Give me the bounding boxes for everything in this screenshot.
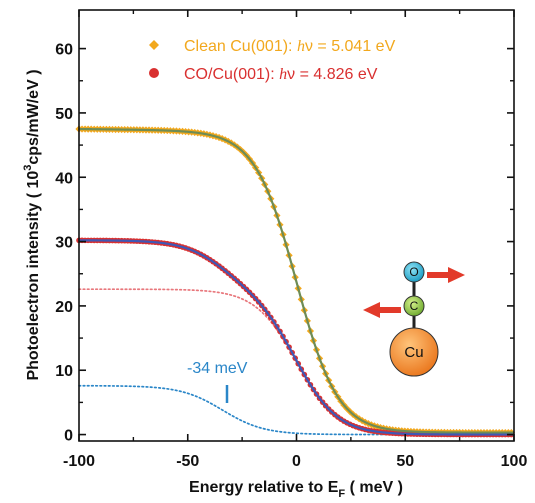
y-axis-title-main: Photoelectron intensity ( 10: [25, 171, 42, 381]
y-axis-title: Photoelectron intensity ( 103cps/mW/eV ): [22, 69, 42, 380]
legend-clean-post: ν = 5.041 eV: [305, 38, 396, 55]
x-axis-title: Energy relative to EF ( meV ): [189, 479, 403, 500]
x-tick-label: 100: [501, 453, 528, 470]
atom-o: [403, 261, 425, 283]
co-fit-line: [79, 239, 514, 436]
legend-label-co: CO/Cu(001): hν = 4.826 eV: [184, 66, 378, 83]
x-axis-title-sub: F: [338, 488, 345, 500]
x-tick-label: 0: [292, 453, 301, 470]
atom-cu: [389, 327, 439, 377]
legend-circle-marker: [149, 68, 159, 78]
y-axis-title-tail: cps/mW/eV ): [25, 69, 42, 164]
x-tick-label: 50: [396, 453, 414, 470]
annotation-34mev: -34 meV: [187, 360, 248, 403]
y-tick-label: 50: [55, 106, 73, 123]
arrow-right-icon: [427, 267, 465, 283]
y-axis-title-sup: 3: [22, 165, 34, 171]
legend-co-post: ν = 4.826 eV: [287, 66, 378, 83]
y-tick-label: 20: [55, 299, 73, 316]
axes: -100 -50 0 50 100 0 10 20 30 40 50 60: [55, 10, 527, 470]
annotation-text: -34 meV: [187, 360, 248, 377]
legend-co-h: h: [279, 66, 287, 83]
legend-item-clean: Clean Cu(001): hν = 5.041 eV: [149, 38, 396, 55]
clean-fit-line: [78, 127, 514, 434]
x-axis-title-tail: ( meV ): [345, 479, 403, 496]
y-tick-label: 0: [64, 428, 73, 445]
legend-clean-h: h: [297, 38, 305, 55]
atom-c-label: C: [410, 299, 419, 313]
legend: Clean Cu(001): hν = 5.041 eV CO/Cu(001):…: [149, 38, 396, 83]
co-molecule-inset: Cu C O: [363, 261, 465, 377]
plot-area: [75, 125, 515, 438]
legend-item-co: CO/Cu(001): hν = 4.826 eV: [149, 66, 378, 83]
x-tick-label: -50: [176, 453, 199, 470]
x-tick-label: -100: [63, 453, 95, 470]
y-tick-label: 30: [55, 235, 73, 252]
legend-clean-pre: Clean Cu(001):: [184, 38, 297, 55]
atom-cu-label: Cu: [404, 344, 423, 361]
x-axis-title-main: Energy relative to E: [189, 479, 339, 496]
legend-co-pre: CO/Cu(001):: [184, 66, 279, 83]
arrow-left-icon: [363, 302, 401, 318]
atom-c: [403, 295, 425, 317]
y-tick-label: 40: [55, 170, 73, 187]
legend-label-clean: Clean Cu(001): hν = 5.041 eV: [184, 38, 396, 55]
legend-diamond-marker: [149, 40, 159, 50]
y-tick-label: 10: [55, 363, 73, 380]
atom-o-label: O: [409, 265, 418, 279]
component-curve-1: [78, 384, 515, 436]
y-tick-label: 60: [55, 42, 73, 59]
